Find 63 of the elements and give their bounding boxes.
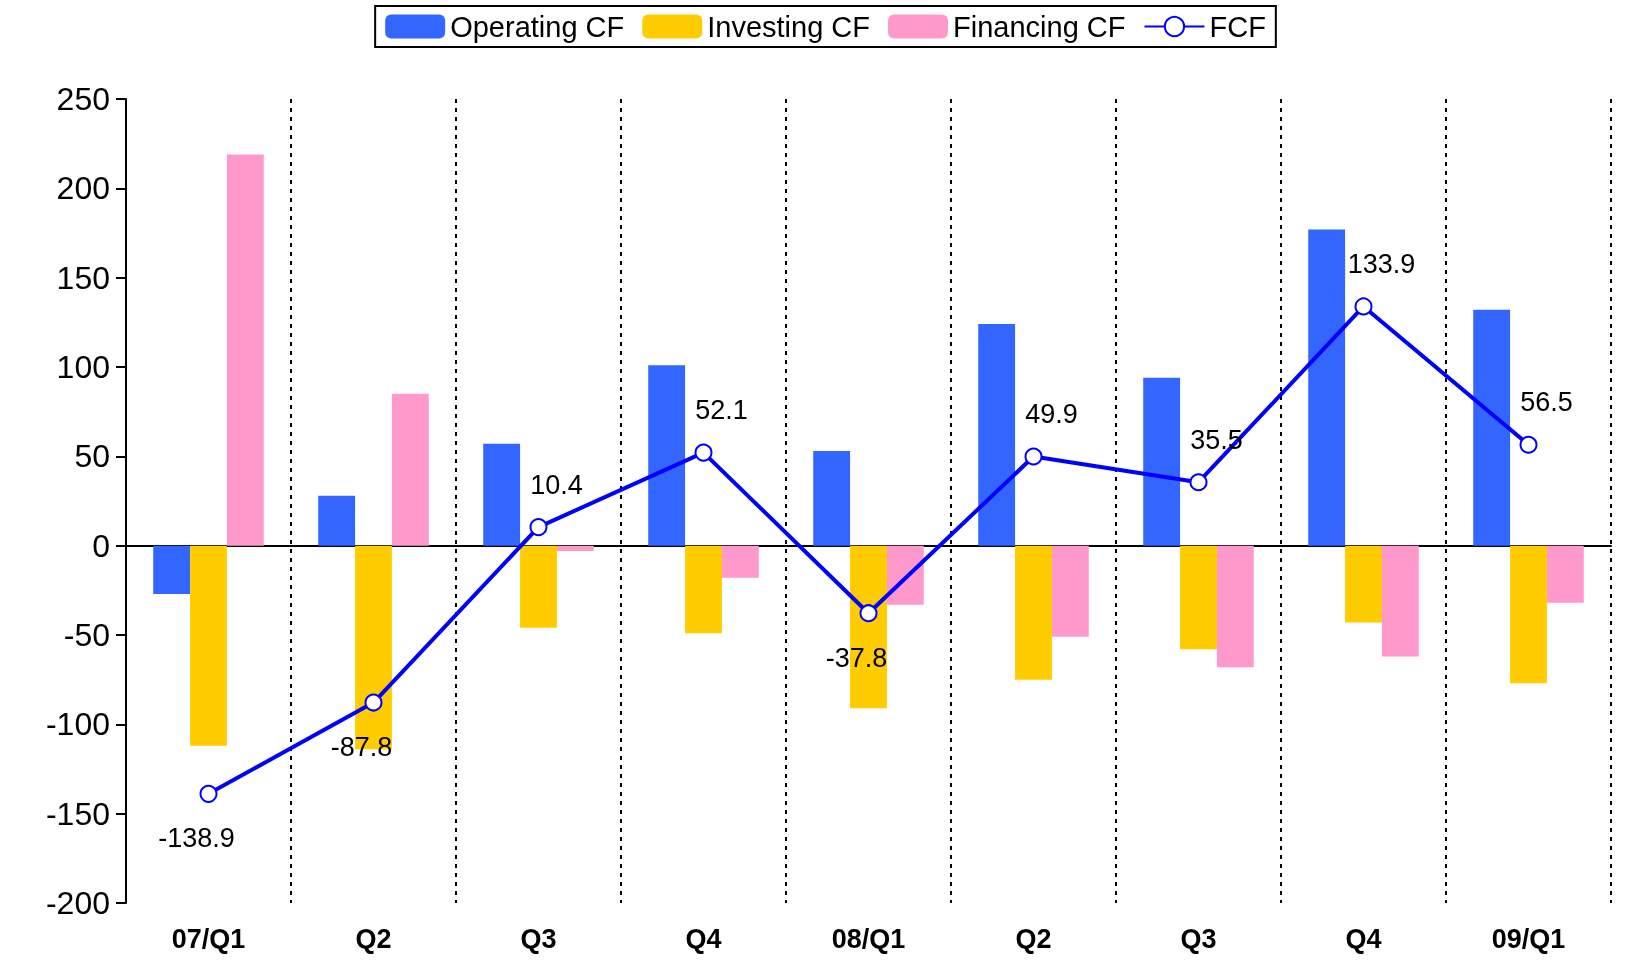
data-label: 52.1 [695,395,748,426]
x-tick-label: Q2 [355,923,392,954]
data-label: -138.9 [158,823,235,854]
bar [153,545,191,594]
x-tick-label: 08/Q1 [831,923,906,954]
y-tick-label: 200 [56,170,110,207]
bar [1473,309,1511,546]
x-tick-label: 09/Q1 [1491,923,1566,954]
bar [886,545,924,605]
point [1189,473,1208,492]
x-tick-label: 07/Q1 [171,923,246,954]
bar [978,324,1016,546]
bar [1381,545,1419,657]
bar [1308,229,1346,546]
point [859,604,878,623]
y-tick-label: -200 [45,885,110,921]
bar [1345,545,1382,623]
point [529,518,548,537]
y-tick-label: 0 [92,527,110,564]
data-label: 10.4 [530,469,583,500]
bar [1510,545,1547,684]
bar [556,545,594,552]
data-label: 49.9 [1025,399,1078,430]
x-tick-label: Q3 [1180,923,1217,954]
x-tick-label: Q4 [1345,923,1382,954]
y-tick-label: -100 [45,706,110,743]
bar [190,545,227,746]
point [1354,297,1373,316]
y-tick-label: 250 [56,81,110,117]
x-tick-label: Q3 [520,923,557,954]
x-tick-label: Q4 [685,923,722,954]
y-tick-label: 150 [56,259,110,296]
bar [226,154,264,546]
point [694,443,713,462]
bar [1015,545,1052,680]
bar [685,545,722,634]
legend-label: FCF [1209,10,1266,43]
bar [520,545,557,628]
y-tick-label: -50 [63,617,110,653]
bar [1143,377,1181,546]
bar [813,450,851,546]
point [1024,447,1043,466]
bar [1051,545,1089,637]
x-tick-label: Q2 [1015,923,1052,954]
bar [1180,545,1217,650]
legend-label: Operating CF [450,10,625,43]
bar [721,545,759,578]
bar [391,393,429,546]
bar [648,365,686,546]
bar [1216,545,1254,668]
data-label: 133.9 [1347,248,1416,279]
data-label: 56.5 [1520,387,1573,418]
y-tick-label: -150 [45,795,110,832]
point [1519,435,1538,454]
bar [483,443,521,546]
y-tick-label: 100 [56,349,110,385]
legend-label: Investing CF [707,10,871,43]
point [364,693,383,712]
legend-label: Financing CF [953,10,1126,43]
point [199,784,218,803]
bar [1546,545,1584,603]
y-tick-label: 50 [74,438,110,475]
bar [318,495,356,546]
